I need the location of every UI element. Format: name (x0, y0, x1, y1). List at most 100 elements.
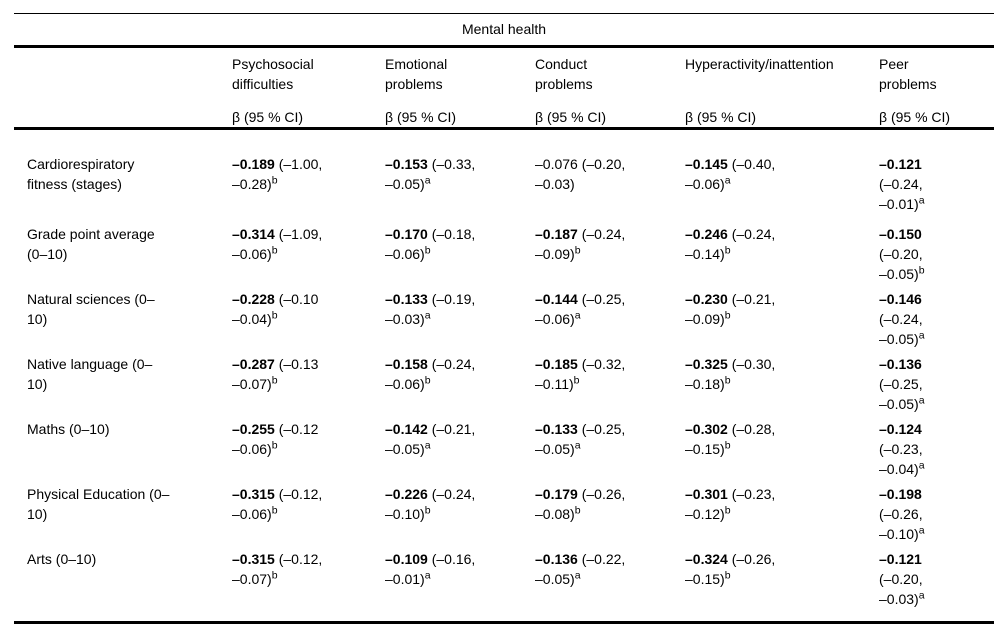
beta-value: –0.187 (535, 226, 578, 242)
ci-text: –0.05) (879, 266, 919, 282)
beta-value: –0.179 (535, 486, 578, 502)
beta-ci-cell: –0.185 (–0.32, –0.11)b (535, 354, 685, 414)
ci-text: –0.09) (685, 311, 725, 327)
text-line: Arts (0–10) (27, 551, 97, 567)
ci-text: –0.15) (685, 571, 725, 587)
significance-marker: a (424, 174, 431, 187)
ci-text: –0.10) (385, 506, 425, 522)
text-line: difficulties (232, 76, 294, 92)
ci-text: (–0.26, (727, 551, 776, 567)
spanner-row: Mental health (14, 14, 994, 45)
ci-text: –0.06) (685, 176, 725, 192)
beta-ci-cell: –0.287 (–0.13 –0.07)b (232, 354, 385, 414)
text-line: 10) (27, 506, 48, 522)
significance-marker: b (574, 504, 581, 517)
beta-ci-header: β (95 % CI) (685, 109, 757, 125)
significance-marker: a (918, 329, 925, 342)
table-row: Natural sciences (0– 10) –0.228 (–0.10 –0.0… (14, 289, 994, 349)
column-header-label: Conduct problems (535, 54, 669, 94)
significance-marker: b (424, 504, 431, 517)
ci-text: –0.06) (385, 246, 425, 262)
ci-text: (–0.13 (274, 356, 319, 372)
ci-text: (–0.26, (577, 486, 626, 502)
text-line: Natural sciences (0– (27, 291, 155, 307)
beta-ci-cell: –0.230 (–0.21, –0.09)b (685, 289, 879, 349)
beta-value: –0.121 (879, 551, 922, 567)
table-header-row: Psychosocial difficulties β (95 % CI) Emoti… (14, 48, 994, 127)
text-line: Physical Education (0– (27, 486, 170, 502)
significance-marker: b (724, 309, 731, 322)
beta-ci-cell: –0.133 (–0.19, –0.03)a (385, 289, 535, 349)
ci-text: (–0.25, (577, 291, 626, 307)
beta-value: –0.228 (232, 291, 275, 307)
ci-text: –0.05) (385, 176, 425, 192)
beta-ci-cell: –0.315 (–0.12, –0.07)b (232, 549, 385, 609)
beta-ci-cell: –0.142 (–0.21, –0.05)a (385, 419, 535, 479)
beta-ci-cell: –0.226 (–0.24, –0.10)b (385, 484, 535, 544)
beta-value: –0.158 (385, 356, 428, 372)
ci-text: (–0.12 (274, 421, 319, 437)
column-header-1: Emotional problems β (95 % CI) (385, 54, 535, 127)
ci-text: –0.06) (385, 376, 425, 392)
beta-ci-cell: –0.325 (–0.30, –0.18)b (685, 354, 879, 414)
beta-ci-cell: –0.255 (–0.12 –0.06)b (232, 419, 385, 479)
ci-text: (–0.32, (577, 356, 626, 372)
text-line: 10) (27, 311, 48, 327)
beta-ci-cell: –0.324 (–0.26, –0.15)b (685, 549, 879, 609)
significance-marker: a (724, 174, 731, 187)
ci-text: –0.14) (685, 246, 725, 262)
table-row: Native language (0– 10) –0.287 (–0.13 –0.07… (14, 354, 994, 414)
significance-marker: a (424, 439, 431, 452)
beta-ci-cell: –0.150 (–0.20, –0.05)b (879, 224, 994, 284)
ci-text: –0.07) (232, 571, 272, 587)
table-row: Arts (0–10) –0.315 (–0.12, –0.07)b –0.109 (… (14, 549, 994, 609)
beta-value: –0.144 (535, 291, 578, 307)
beta-value: –0.121 (879, 156, 922, 172)
ci-text: (–0.20, (879, 246, 923, 262)
results-table: Mental health Psychosocial difficulties β … (14, 13, 994, 624)
ci-text: (–0.21, (727, 291, 776, 307)
beta-value: –0.246 (685, 226, 728, 242)
ci-text: (–0.12, (274, 486, 323, 502)
significance-marker: b (271, 244, 278, 257)
ci-text: (–0.24, (577, 226, 626, 242)
text-line: Conduct (535, 56, 588, 72)
row-label: Arts (0–10) (14, 549, 232, 609)
significance-marker: b (271, 569, 278, 582)
text-line: Native language (0– (27, 356, 153, 372)
significance-marker: b (724, 504, 731, 517)
beta-value: –0.153 (385, 156, 428, 172)
row-label: Physical Education (0– 10) (14, 484, 232, 544)
significance-marker: b (424, 244, 431, 257)
beta-ci-cell: –0.302 (–0.28, –0.15)b (685, 419, 879, 479)
header-bottom-rule (14, 127, 994, 130)
ci-text: (–0.25, (879, 376, 923, 392)
significance-marker: b (271, 374, 278, 387)
ci-text: (–0.26, (879, 506, 923, 522)
ci-text: –0.03) (535, 176, 575, 192)
beta-value: –0.255 (232, 421, 275, 437)
ci-text: (–0.25, (577, 421, 626, 437)
ci-text: (–0.20, (577, 156, 626, 172)
beta-ci-cell: –0.246 (–0.24, –0.14)b (685, 224, 879, 284)
beta-value: –0.109 (385, 551, 428, 567)
significance-marker: a (918, 459, 925, 472)
beta-value: –0.146 (879, 291, 922, 307)
ci-text: –0.06) (232, 506, 272, 522)
significance-marker: b (724, 374, 731, 387)
significance-marker: b (573, 374, 580, 387)
ci-text: –0.04) (232, 311, 272, 327)
ci-text: (–0.28, (727, 421, 776, 437)
column-header-label: Hyperactivity/inattention (685, 54, 863, 94)
beta-value: –0.076 (535, 156, 578, 172)
beta-value: –0.230 (685, 291, 728, 307)
significance-marker: b (271, 439, 278, 452)
ci-text: (–0.23, (727, 486, 776, 502)
ci-text: –0.10) (879, 526, 919, 542)
ci-text: (–0.24, (427, 356, 476, 372)
text-line: (0–10) (27, 246, 68, 262)
beta-value: –0.136 (535, 551, 578, 567)
ci-text: –0.06) (232, 441, 272, 457)
beta-ci-cell: –0.179 (–0.26, –0.08)b (535, 484, 685, 544)
